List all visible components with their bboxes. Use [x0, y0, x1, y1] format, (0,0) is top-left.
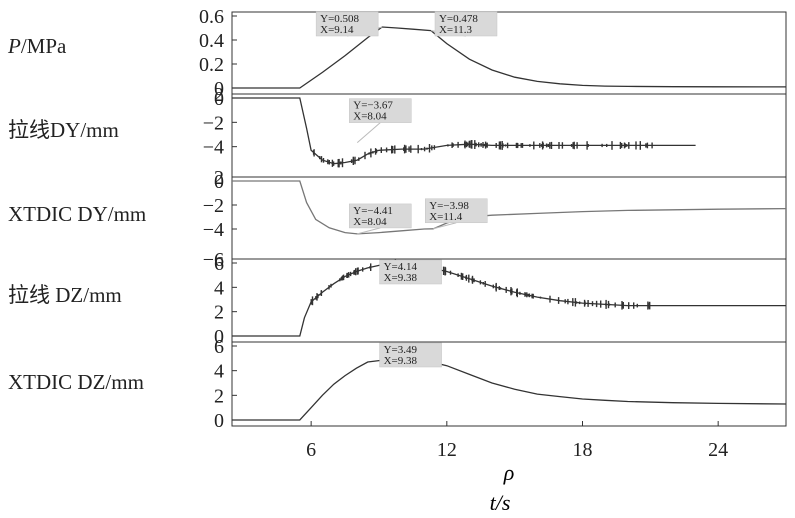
y-tick-label: −2	[203, 195, 224, 217]
y-tick-label: −4	[203, 137, 224, 159]
x-tick-label: 6	[306, 439, 316, 461]
y-tick-label: −6	[203, 249, 224, 271]
x-tick-label: 18	[572, 439, 592, 461]
series-line	[232, 358, 787, 421]
y-axis-label: P/MPa	[7, 34, 67, 58]
callout-y-value: Y=−3.67	[353, 100, 393, 112]
series-line	[232, 26, 787, 89]
y-tick-label: 0.4	[199, 30, 224, 52]
panel-frame	[231, 341, 787, 427]
y-tick-label: −4	[203, 219, 224, 241]
callout-y-value: Y=0.508	[320, 13, 359, 25]
x-symbol: ρ	[503, 460, 515, 485]
panel-frame	[231, 93, 787, 178]
callout-box	[315, 11, 379, 37]
callout-x-value: X=9.38	[384, 355, 418, 367]
callout-leader	[433, 222, 457, 230]
y-tick-label: 4	[214, 277, 224, 299]
panel-3: XTDIC DY/mm0−2−4−6Y=−4.41X=8.04Y=−3.98X=…	[8, 171, 787, 271]
callout-y-value: Y=4.14	[384, 261, 418, 273]
x-tick-label: 12	[437, 439, 457, 461]
x-tick-label: 24	[708, 439, 728, 461]
panel-5: XTDIC DZ/mm 6 42 0 Y=3.49X=9.38	[8, 336, 787, 432]
series-line	[232, 180, 787, 235]
callout-x-value: X=8.04	[353, 111, 387, 123]
panel-2: 拉线DY/mm 0−2 −4 2 Y=−3.67X=8.04	[8, 88, 787, 189]
callout-x-value: X=9.14	[320, 24, 354, 36]
y-tick-label: 0	[214, 326, 224, 348]
y-tick-label: 2	[214, 385, 224, 407]
callout-y-value: Y=−4.41	[353, 205, 393, 217]
series-line	[232, 97, 696, 165]
y-axis-label: XTDIC DZ/mm	[8, 370, 144, 394]
callout-box	[349, 98, 412, 123]
y-tick-label: 4	[214, 361, 224, 383]
callout-leader	[357, 227, 381, 235]
callout-box	[434, 11, 498, 37]
callout-x-value: X=11.4	[429, 211, 462, 223]
y-tick-label: 2	[214, 302, 224, 324]
y-tick-label: 6	[214, 253, 224, 275]
callout-x-value: X=9.38	[384, 272, 418, 284]
callout-leader	[356, 122, 381, 144]
callout-y-value: Y=3.49	[384, 344, 418, 356]
y-tick-label: 2	[214, 167, 224, 189]
y-tick-label: 0	[214, 410, 224, 432]
panel-frame	[231, 258, 787, 343]
y-tick-label: 0	[214, 78, 224, 100]
data-callout: Y=−3.98X=11.4	[424, 198, 488, 230]
y-tick-label: 0.6	[199, 6, 224, 28]
y-tick-label: 0.2	[199, 54, 224, 76]
measurement-noise	[312, 140, 653, 168]
x-axis: ρ t/s 6 12 18 24	[306, 421, 728, 515]
data-callout: Y=3.49X=9.38	[379, 342, 442, 368]
y-axis-label: 拉线 DZ/mm	[8, 283, 122, 307]
y-tick-label: 0	[214, 171, 224, 193]
callout-box	[349, 203, 412, 229]
y-axis-label: XTDIC DY/mm	[8, 202, 146, 226]
callout-box	[379, 259, 442, 285]
data-callout: Y=−4.41X=8.04	[349, 203, 412, 235]
y-tick-label: −2	[203, 112, 224, 134]
y-tick-label: 6	[214, 336, 224, 358]
data-callout: Y=−3.67X=8.04	[349, 98, 412, 144]
callout-y-value: Y=−3.98	[429, 200, 469, 212]
panel-frame	[231, 11, 787, 95]
y-tick-label: 2	[214, 84, 224, 106]
y-tick-label: 0	[214, 88, 224, 110]
callout-x-value: X=8.04	[353, 216, 387, 228]
data-callout: Y=4.14X=9.38	[379, 259, 442, 285]
callout-x-value: X=11.3	[439, 24, 472, 36]
panel-4: 拉线 DZ/mm 64 20 Y=4.14X=9.38	[8, 253, 787, 348]
callout-box	[424, 198, 488, 224]
x-axis-label: t/s	[490, 490, 511, 515]
callout-y-value: Y=0.478	[439, 13, 478, 25]
series-line	[232, 262, 786, 337]
y-axis-label: 拉线DY/mm	[8, 118, 119, 142]
callout-box	[379, 342, 442, 368]
chart-panels: P/MPa0.60.40.202Y=0.508X=9.14Y=0.478X=11…	[7, 6, 787, 432]
measurement-noise	[310, 259, 651, 310]
